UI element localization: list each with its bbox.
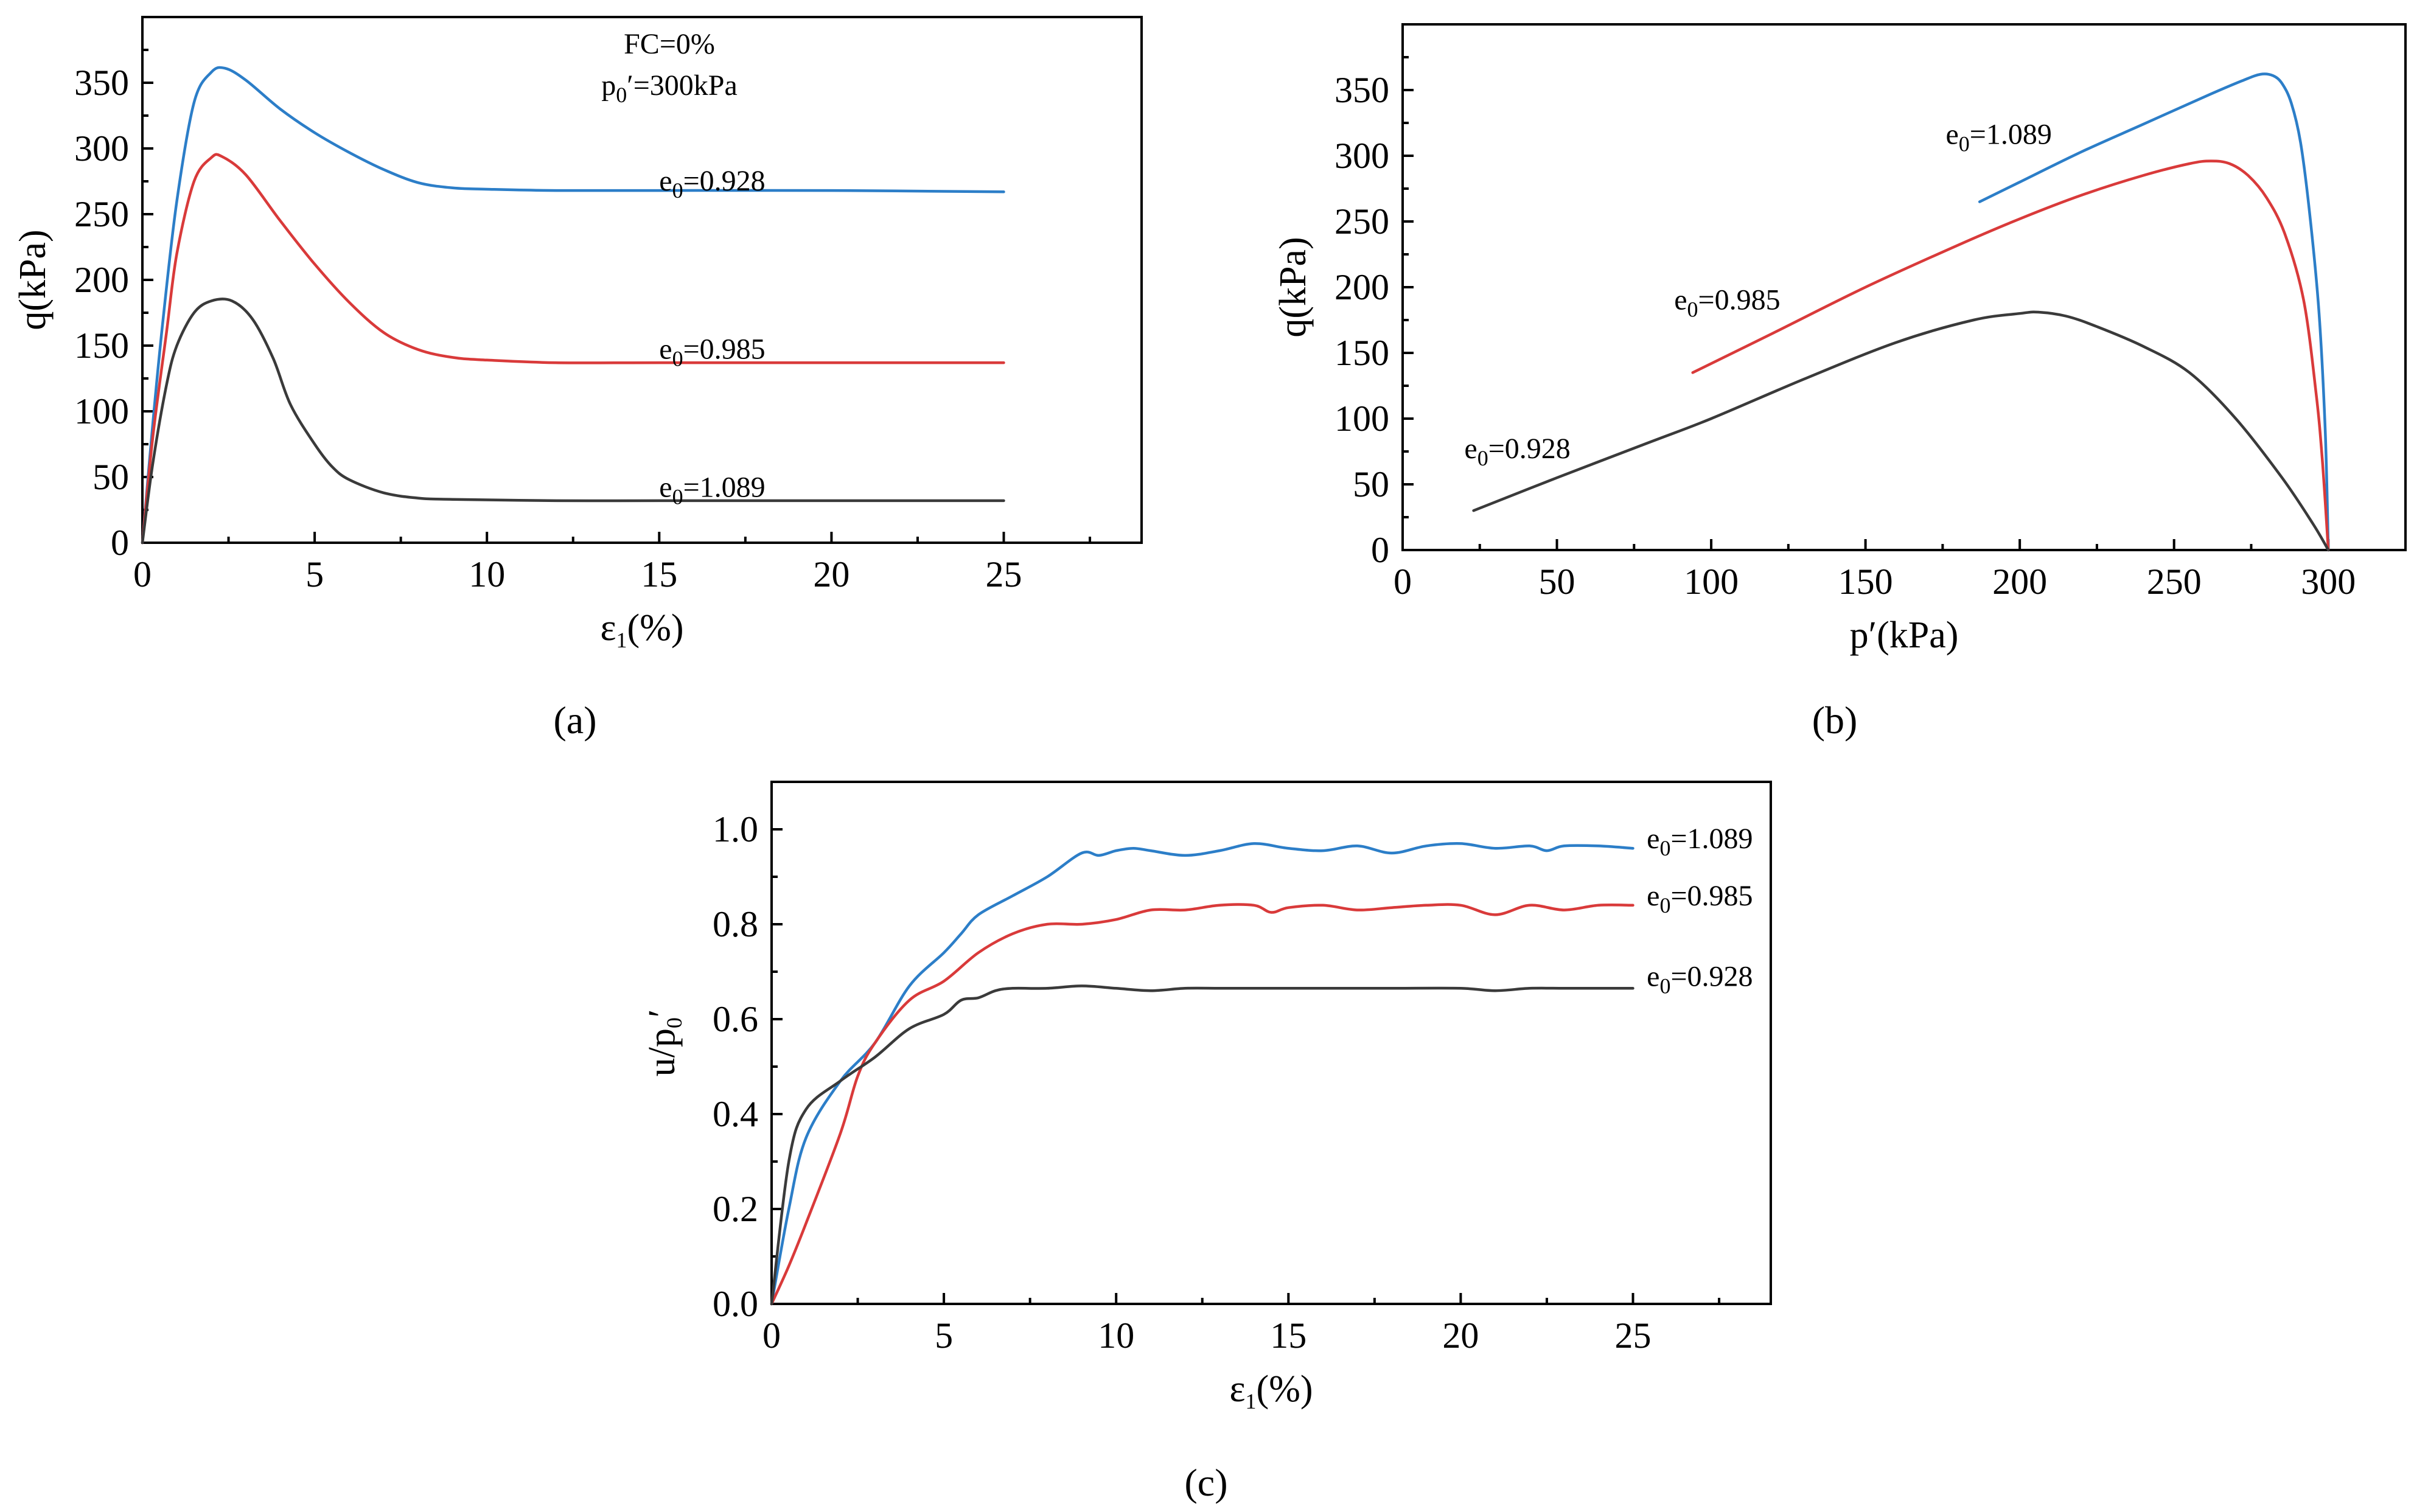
x-axis-title: ε1(%)	[601, 607, 684, 652]
x-tick-label: 15	[1270, 1315, 1306, 1356]
condition-label: p0′=300kPa	[601, 69, 738, 107]
x-tick-label: 0	[762, 1315, 781, 1356]
y-tick-label: 200	[1334, 267, 1389, 307]
series-label: e0=0.985	[1647, 880, 1753, 918]
series-line-e0=1.089	[141, 298, 1005, 545]
y-tick-label: 1.0	[713, 809, 758, 849]
y-axis-title: u/p0′	[641, 1009, 686, 1077]
y-axis-title: q(kPa)	[12, 229, 54, 330]
x-tick-label: 20	[1442, 1315, 1479, 1356]
x-tick-label: 5	[305, 554, 324, 594]
series-line-e0=1.089	[1978, 72, 2330, 552]
series-line-e0=0.928	[770, 984, 1634, 1306]
chart-panel-c: 0 5 10 15 20 25 0.0 0.2 0.4 0.6 0.8 1.0 ε1(%) u/p0′ (c…	[641, 781, 1772, 1504]
x-tick-label: 50	[1539, 562, 1575, 602]
x-tick-label: 25	[1615, 1315, 1652, 1356]
x-tick-label: 150	[1838, 562, 1893, 602]
panel-caption: (a)	[553, 699, 596, 742]
series-label: e0=1.089	[659, 471, 765, 509]
series-label: e0=0.928	[1464, 433, 1570, 470]
series-label: e0=0.928	[659, 165, 765, 203]
y-tick-label: 0.4	[713, 1094, 758, 1134]
plot-frame	[1401, 23, 2407, 551]
y-tick-label: 350	[74, 63, 129, 103]
y-axis-title: q(kPa)	[1272, 237, 1314, 337]
y-tick-label: 100	[74, 391, 129, 431]
series-line-e0=0.985	[1691, 159, 2330, 552]
y-tick-label: 150	[74, 326, 129, 366]
x-tick-label: 300	[2301, 562, 2356, 602]
y-tick-label: 250	[74, 194, 129, 234]
panel-caption: (c)	[1184, 1461, 1227, 1504]
x-tick-label: 10	[469, 554, 505, 594]
y-tick-label: 300	[1334, 136, 1389, 176]
y-tick-label: 0.0	[713, 1284, 758, 1324]
series-line-e0=0.928	[141, 66, 1005, 545]
y-tick-label: 300	[74, 128, 129, 169]
series-label: e0=0.928	[1647, 960, 1753, 998]
x-axis-title: p′(kPa)	[1850, 615, 1959, 656]
series-line-e0=0.928	[1472, 310, 2330, 552]
y-tick-label: 150	[1334, 333, 1389, 373]
condition-label: FC=0%	[624, 28, 715, 60]
y-tick-label: 350	[1334, 70, 1389, 110]
x-tick-label: 0	[133, 554, 152, 594]
x-tick-label: 250	[2147, 562, 2202, 602]
series-label: e0=1.089	[1647, 823, 1753, 860]
y-tick-label: 50	[92, 457, 129, 497]
x-tick-label: 200	[1992, 562, 2047, 602]
x-tick-label: 5	[935, 1315, 953, 1356]
y-tick-label: 50	[1353, 464, 1389, 504]
x-tick-label: 15	[641, 554, 677, 594]
y-tick-label: 0.2	[713, 1189, 758, 1229]
y-tick-label: 250	[1334, 201, 1389, 242]
series-label: e0=0.985	[1674, 284, 1780, 322]
y-tick-label: 0	[111, 523, 129, 563]
chart-panel-b: 0 50 100 150 200 250 300 0 50 100 150 200 250 300 350 p…	[1272, 23, 2407, 742]
x-axis-title: ε1(%)	[1230, 1368, 1313, 1413]
x-tick-label: 100	[1684, 562, 1739, 602]
panel-caption: (b)	[1812, 699, 1858, 742]
x-tick-label: 20	[813, 554, 849, 594]
y-tick-label: 200	[74, 260, 129, 300]
series-line-e0=0.985	[141, 153, 1005, 545]
y-tick-label: 0.6	[713, 999, 758, 1039]
chart-panel-a: 0 5 10 15 20 25050100150200250300350ε1(%)q(kP…	[12, 16, 1143, 742]
y-tick-label: 0.8	[713, 904, 758, 944]
y-tick-label: 100	[1334, 399, 1389, 439]
x-tick-label: 25	[986, 554, 1022, 594]
series-label: e0=0.985	[659, 333, 765, 371]
x-tick-label: 0	[1394, 562, 1412, 602]
series-label: e0=1.089	[1945, 119, 2051, 156]
x-tick-label: 10	[1098, 1315, 1134, 1356]
plot-frame	[770, 781, 1772, 1305]
series-line-e0=0.985	[770, 903, 1634, 1306]
y-tick-label: 0	[1371, 530, 1389, 570]
